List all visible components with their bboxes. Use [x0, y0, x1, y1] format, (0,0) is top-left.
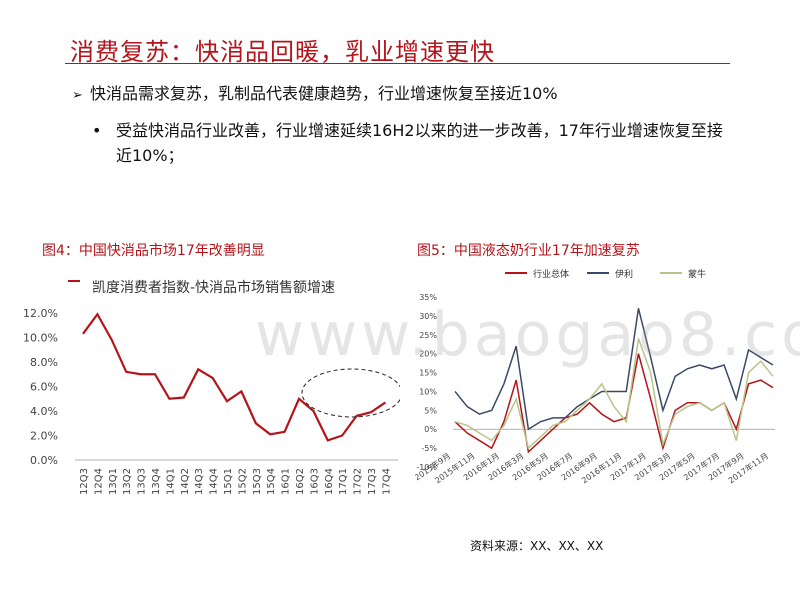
legend-label: 蒙牛: [688, 268, 706, 280]
y-tick-label: 2.0%: [30, 430, 58, 443]
x-tick-label: 17Q1: [338, 468, 349, 495]
figure4-title: 图4：中国快消品市场17年改善明显: [42, 243, 265, 259]
y-tick-label: 25%: [419, 331, 437, 340]
chart-fmcg: 凯度消费者指数-快消品市场销售额增速 0.0% 2.0% 4.0% 6.0% 8.0% 1…: [23, 279, 400, 495]
bullet-main-text: 快消品需求复苏，乳制品代表健康趋势，行业增速恢复至接近10%: [90, 84, 558, 103]
y-tick-label: 0.0%: [30, 454, 58, 467]
highlight-ellipse: [301, 368, 400, 418]
bullet-sub-text: 受益快消品行业改善，行业增速延续16H2以来的进一步改善，17年行业增速恢复至接…: [116, 121, 723, 165]
x-tick-label: 15Q3: [252, 468, 263, 495]
y-tick-label: 0%: [424, 425, 437, 434]
y-tick-label: 35%: [419, 293, 437, 302]
y-tick-label: 8.0%: [30, 356, 58, 369]
x-tick-label: 14Q1: [165, 468, 176, 495]
legend-label: 凯度消费者指数-快消品市场销售额增速: [92, 279, 335, 296]
x-tick-label: 14Q3: [194, 468, 205, 495]
x-tick-label: 13Q2: [122, 468, 133, 495]
x-tick-label: 15Q1: [223, 468, 234, 495]
y-tick-label: 5%: [424, 406, 437, 415]
arrow-bullet-icon: ➢: [72, 88, 83, 103]
y-tick-label: 12.0%: [23, 307, 58, 320]
source-note: 资料来源：XX、XX、XX: [470, 539, 604, 553]
x-tick-label: 12Q4: [93, 468, 104, 495]
fmcg-growth-line: [82, 312, 387, 442]
dot-bullet-icon: •: [92, 121, 102, 140]
x-tick-label: 14Q4: [209, 468, 220, 495]
x-tick-label: 14Q2: [180, 468, 191, 495]
y-tick-label: 4.0%: [30, 405, 58, 418]
x-tick-label: 15Q4: [266, 468, 277, 495]
x-tick-label: 12Q3: [79, 468, 90, 495]
series-line-蒙牛: [454, 338, 774, 450]
figure5-title: 图5：中国液态奶行业17年加速复苏: [417, 243, 640, 259]
page-title: 消费复苏：快消品回暖，乳业增速更快: [70, 38, 495, 66]
x-tick-label: 16Q1: [281, 468, 292, 495]
x-tick-label: 16Q4: [324, 468, 335, 495]
title-divider: [65, 63, 730, 64]
series-line-伊利: [454, 308, 774, 431]
x-tick-label: 17Q3: [367, 468, 378, 495]
y-tick-label: -10%: [416, 463, 437, 472]
y-tick-label: 30%: [419, 312, 437, 321]
watermark: www.baogao8.com: [255, 300, 800, 370]
x-tick-label: 15Q2: [237, 468, 248, 495]
x-tick-label: 13Q4: [151, 468, 162, 495]
bullet-main: ➢ 快消品需求复苏，乳制品代表健康趋势，行业增速恢复至接近10%: [72, 80, 558, 104]
y-tick-label: 20%: [419, 350, 437, 359]
x-tick-label: 13Q1: [108, 468, 119, 495]
y-tick-label: -5%: [421, 444, 437, 453]
x-tick-label: 17Q2: [353, 468, 364, 495]
x-tick-label: 16Q3: [309, 468, 320, 495]
x-tick-label: 16Q2: [295, 468, 306, 495]
y-tick-label: 10%: [419, 387, 437, 396]
y-tick-label: 10.0%: [23, 332, 58, 345]
legend-label: 伊利: [615, 268, 633, 280]
chart-liquid-milk: 行业总体 伊利 蒙牛 -10%-5%0%5%10%15%20%25%30%35% 2…: [415, 268, 775, 485]
x-tick-label: 17Q4: [381, 468, 392, 495]
legend-label: 行业总体: [533, 268, 569, 280]
y-tick-label: 6.0%: [30, 381, 58, 394]
x-tick-label: 13Q3: [137, 468, 148, 495]
y-tick-label: 15%: [419, 369, 437, 378]
